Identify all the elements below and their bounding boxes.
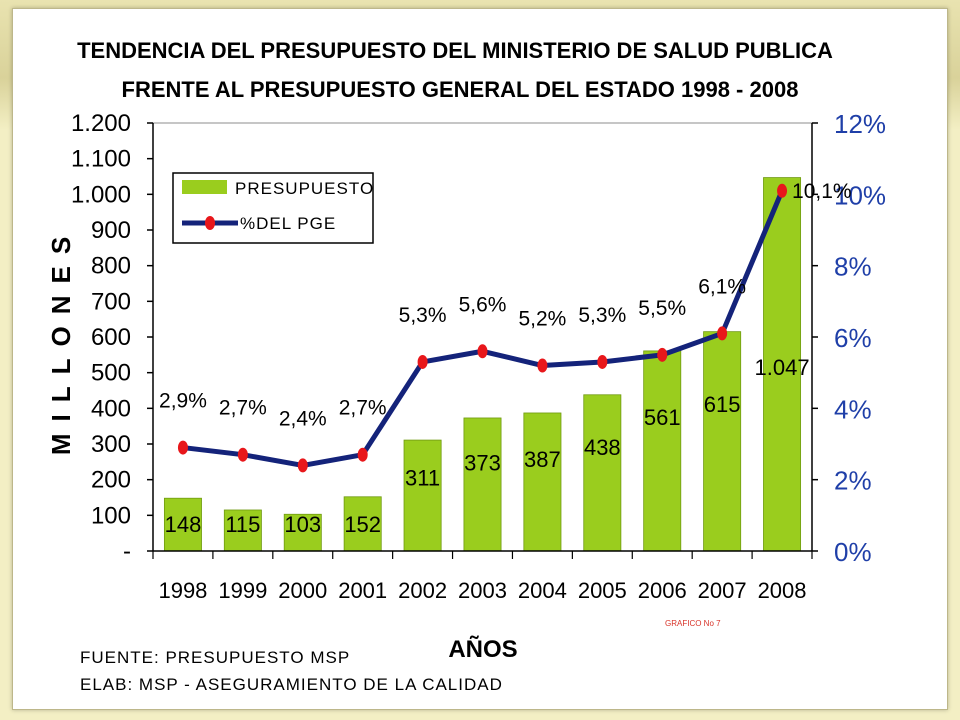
x-tick-label: 1999 [218, 578, 267, 603]
y-left-tick-label: 900 [91, 217, 131, 244]
bar-value-label: 148 [165, 512, 202, 537]
y-left-tick-label: 700 [91, 288, 131, 315]
y-left-tick-label: 1.000 [71, 181, 131, 208]
y-right-tick-label: 12% [834, 109, 886, 139]
y-left-tick-label: 300 [91, 431, 131, 458]
y-left-tick-label: 200 [91, 467, 131, 494]
pge-value-label: 2,9% [159, 390, 207, 413]
x-tick-label: 2004 [518, 578, 567, 603]
bar-presupuesto [223, 509, 262, 552]
x-tick-label: 2001 [338, 578, 387, 603]
x-tick-label: 2000 [278, 578, 327, 603]
bar-value-label: 373 [464, 451, 501, 476]
footer-elab: ELAB: MSP - ASEGURAMIENTO DE LA CALIDAD [80, 675, 503, 694]
pge-marker [717, 326, 728, 341]
x-tick-label: 1998 [158, 578, 207, 603]
y-left-tick-label: 800 [91, 253, 131, 280]
y-left-tick-label: 1.200 [71, 110, 131, 137]
x-tick-label: 2005 [578, 578, 627, 603]
x-tick-label: 2006 [638, 578, 687, 603]
pge-marker [417, 354, 428, 369]
bar-value-label: 561 [644, 405, 681, 430]
bar-presupuesto [583, 394, 622, 552]
pge-marker [597, 354, 608, 369]
x-tick-label: 2008 [758, 578, 807, 603]
y-left-tick-label: - [123, 538, 131, 565]
figure-note: GRAFICO No 7 [665, 619, 721, 628]
x-tick-label: 2002 [398, 578, 447, 603]
bar-presupuesto [643, 350, 682, 552]
pge-value-label: 5,2% [518, 308, 566, 331]
y-right-tick-label: 4% [834, 394, 872, 424]
legend-marker-swatch [205, 216, 215, 230]
legend-label-pge: %DEL PGE [240, 214, 336, 233]
pge-marker [177, 440, 188, 455]
y-right-tick-label: 0% [834, 537, 872, 567]
y-right-tick-label: 10% [834, 180, 886, 210]
pge-value-label: 2,7% [219, 397, 267, 420]
x-tick-label: 2003 [458, 578, 507, 603]
pge-value-label: 5,6% [459, 293, 507, 316]
pge-marker [237, 447, 248, 462]
bar-value-label: 387 [524, 447, 561, 472]
pge-marker [477, 344, 488, 359]
x-axis-title: AÑOS [448, 635, 517, 663]
pge-value-label: 5,5% [638, 297, 686, 320]
pge-value-label: 6,1% [698, 275, 746, 298]
y-left-tick-label: 500 [91, 360, 131, 387]
bar-presupuesto [703, 331, 742, 552]
y-left-tick-label: 600 [91, 324, 131, 351]
pge-marker [357, 447, 368, 462]
bar-value-label: 615 [704, 392, 741, 417]
y-left-tick-label: 1.100 [71, 146, 131, 173]
pge-marker [657, 347, 668, 362]
y-left-tick-label: 400 [91, 395, 131, 422]
bar-presupuesto [523, 412, 562, 552]
pge-marker [777, 183, 788, 198]
pge-value-label: 10,1% [792, 180, 852, 203]
bar-value-label: 115 [225, 512, 260, 537]
x-tick-label: 2007 [698, 578, 747, 603]
pge-value-label: 2,7% [339, 397, 387, 420]
bar-value-label: 1.047 [755, 355, 810, 380]
pge-value-label: 2,4% [279, 407, 327, 430]
legend-label-presupuesto: PRESUPUESTO [235, 179, 374, 198]
pge-marker [537, 358, 548, 373]
pge-value-label: 5,3% [578, 304, 626, 327]
legend-bar-swatch [182, 180, 227, 194]
pge-marker [297, 458, 308, 473]
y-right-tick-label: 2% [834, 466, 872, 496]
bar-value-label: 438 [584, 435, 621, 460]
bar-presupuesto [403, 439, 442, 552]
y-right-tick-label: 6% [834, 323, 872, 353]
y-left-tick-label: 100 [91, 502, 131, 529]
chart-title-line1: TENDENCIA DEL PRESUPUESTO DEL MINISTERIO… [77, 38, 833, 63]
bar-value-label: 103 [284, 512, 321, 537]
pge-value-label: 5,3% [399, 304, 447, 327]
bar-value-label: 311 [405, 466, 440, 491]
y-axis-title: MILLONES [46, 225, 76, 455]
bar-presupuesto [463, 417, 502, 552]
chart-title-line2: FRENTE AL PRESUPUESTO GENERAL DEL ESTADO… [122, 77, 799, 102]
footer-source: FUENTE: PRESUPUESTO MSP [80, 648, 350, 667]
bar-value-label: 152 [344, 512, 381, 537]
y-right-tick-label: 8% [834, 252, 872, 282]
bar-presupuesto [163, 497, 202, 552]
